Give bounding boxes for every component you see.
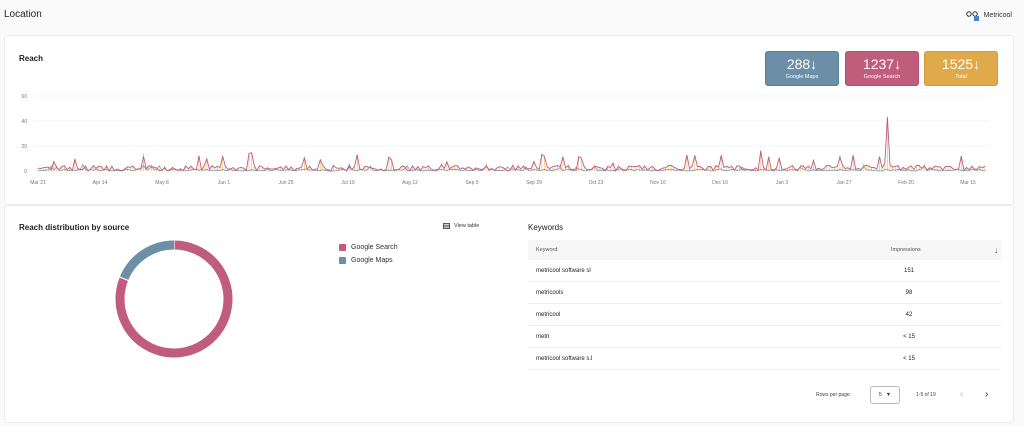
sort-arrow-down-icon[interactable]: ↓: [994, 245, 998, 255]
y-tick-label: 0: [24, 169, 27, 175]
reach-distribution-donut: [115, 239, 233, 358]
x-tick-label: Aug 12: [402, 180, 418, 186]
stat-google-search-value: 1237↓: [862, 56, 902, 72]
impressions-cell: < 15: [903, 356, 915, 362]
impressions-cell: 98: [905, 290, 913, 296]
rows-per-page-label: Rows per page:: [816, 392, 852, 398]
distribution-legend: Google Search Google Maps: [339, 244, 398, 270]
y-tick-label: 40: [21, 119, 27, 125]
y-tick-label: 20: [21, 144, 27, 150]
x-tick-label: Sep 29: [526, 180, 542, 186]
column-header-keyword[interactable]: Keyword: [536, 247, 558, 253]
impressions-cell: 42: [905, 312, 913, 318]
page-header: Location Metricool: [0, 0, 1024, 32]
stat-google-maps-label: Google Maps: [785, 74, 819, 80]
x-tick-label: Jul 19: [341, 180, 355, 186]
x-tick-label: May 8: [155, 180, 169, 186]
donut-slice-google-maps[interactable]: [119, 240, 175, 281]
column-header-impressions[interactable]: Impressions: [891, 247, 921, 253]
x-tick-label: Jun 25: [278, 180, 293, 186]
x-tick-label: Feb 20: [898, 180, 914, 186]
brand-name: Metricool: [983, 12, 1012, 19]
x-tick-label: Oct 23: [589, 180, 604, 186]
reach-card: Reach 288↓ Google Maps 1237↓ Google Sear…: [4, 35, 1014, 205]
legend-swatch-google-search: [339, 244, 346, 251]
view-table-label: View table: [454, 223, 480, 229]
bottom-card: Reach distribution by source View table …: [4, 205, 1014, 423]
table-row: metricool 42: [528, 304, 1001, 326]
keyword-cell: metricools: [536, 290, 564, 296]
keywords-table: Keyword Impressions ↓ metricool software…: [528, 240, 1001, 370]
reach-title: Reach: [19, 54, 44, 63]
arrow-down-icon: ↓: [973, 56, 981, 72]
pagination-range: 1-5 of 19: [916, 392, 936, 398]
keyword-cell: metricool: [536, 312, 561, 318]
stat-total-value: 1525↓: [941, 56, 981, 72]
impressions-cell: < 15: [903, 334, 915, 340]
table-row: metricools 98: [528, 282, 1001, 304]
x-tick-label: Jan 3: [776, 180, 788, 186]
keywords-title: Keywords: [528, 223, 564, 232]
impressions-cell: 151: [903, 268, 914, 274]
previous-page-icon[interactable]: ‹: [960, 389, 964, 400]
arrow-down-icon: ↓: [894, 56, 902, 72]
donut-slice-google-search[interactable]: [115, 240, 233, 358]
table-row: metri < 15: [528, 326, 1001, 348]
x-tick-label: Mar 21: [30, 180, 46, 186]
keyword-cell: metricool software sl: [536, 268, 591, 274]
x-tick-label: Mar 15: [960, 180, 976, 186]
metricool-logo-icon: [965, 11, 979, 21]
legend-item-google-search[interactable]: Google Search: [339, 244, 398, 251]
x-tick-label: Nov 16: [650, 180, 666, 186]
arrow-down-icon: ↓: [810, 56, 818, 72]
stat-total[interactable]: 1525↓ Total: [924, 51, 998, 86]
x-tick-label: Jan 27: [836, 180, 851, 186]
legend-item-google-maps[interactable]: Google Maps: [339, 257, 398, 264]
stat-google-search-label: Google Search: [863, 74, 901, 80]
table-icon: [443, 223, 450, 229]
page-title: Location: [4, 9, 42, 20]
caret-down-icon: ▼: [885, 392, 892, 398]
brand: Metricool: [965, 10, 1012, 21]
keyword-cell: metri: [536, 334, 550, 340]
table-pagination: Rows per page: 5 ▼ 1-5 of 19 ‹ ›: [813, 386, 1003, 404]
keyword-cell: metricool software s.l: [536, 356, 593, 362]
x-tick-label: Jun 1: [218, 180, 230, 186]
rows-per-page-value: 5: [878, 392, 882, 398]
next-page-icon[interactable]: ›: [985, 389, 989, 400]
view-table-button[interactable]: View table: [443, 223, 479, 229]
stat-google-maps-value: 288↓: [786, 56, 818, 72]
keywords-table-header: Keyword Impressions ↓: [528, 240, 1001, 260]
google-search-series-line: [37, 117, 986, 173]
stat-google-search[interactable]: 1237↓ Google Search: [845, 51, 919, 86]
legend-label-google-search: Google Search: [351, 244, 398, 251]
legend-swatch-google-maps: [339, 257, 346, 264]
y-tick-label: 60: [21, 94, 27, 100]
table-row: metricool software sl 151: [528, 260, 1001, 282]
reach-line-chart: 0 20 40 60 Mar 21 Apr 14 May 8 Jun 1 Jun 25 Jul 1…: [21, 94, 990, 186]
x-tick-label: Dec 10: [712, 180, 728, 186]
stat-google-maps[interactable]: 288↓ Google Maps: [765, 51, 839, 86]
x-tick-label: Apr 14: [93, 180, 108, 186]
distribution-title: Reach distribution by source: [19, 223, 130, 232]
table-row: metricool software s.l < 15: [528, 348, 1001, 370]
x-tick-label: Sep 5: [465, 180, 478, 186]
stat-total-label: Total: [955, 74, 967, 80]
legend-label-google-maps: Google Maps: [351, 257, 393, 264]
rows-per-page-select[interactable]: 5 ▼: [870, 386, 900, 404]
donut-separator: [118, 276, 130, 282]
